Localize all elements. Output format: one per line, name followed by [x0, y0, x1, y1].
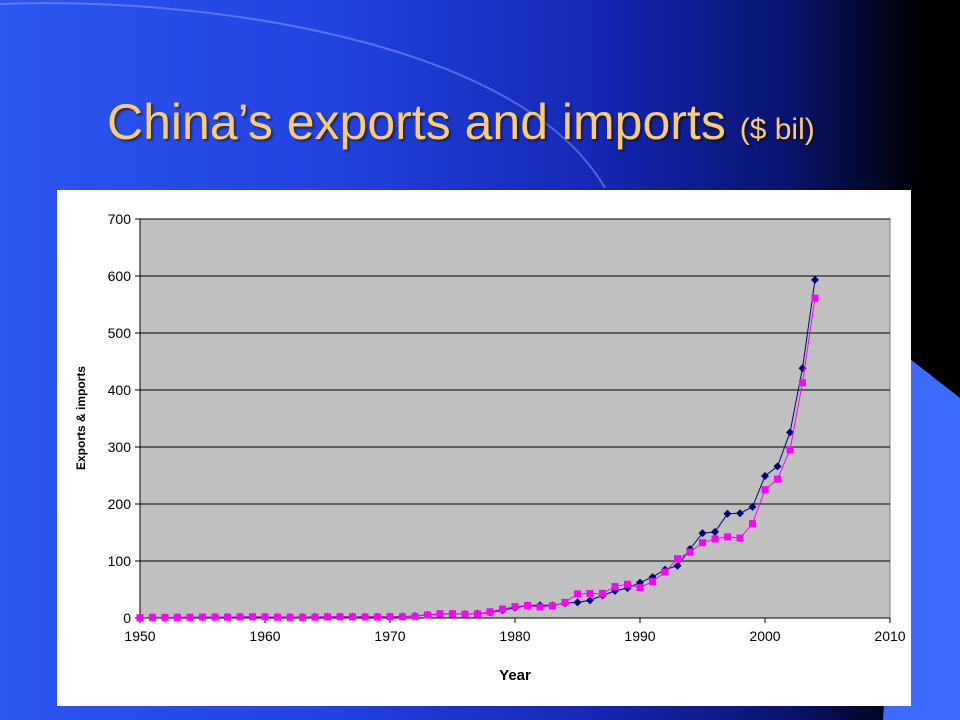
x-tick-label: 2000 — [749, 628, 780, 644]
x-axis-title: Year — [499, 667, 531, 684]
imports-data-point — [761, 486, 769, 494]
imports-data-point — [799, 379, 806, 387]
y-axis-title: Exports & imports — [74, 366, 88, 470]
slide-title: China’s exports and imports ($ bil) — [107, 92, 815, 160]
imports-data-point — [774, 475, 781, 483]
imports-data-point — [711, 535, 719, 543]
imports-data-point — [524, 601, 531, 609]
imports-data-point — [349, 613, 356, 621]
y-tick-label: 700 — [108, 211, 132, 227]
x-tick-label: 1980 — [499, 628, 530, 644]
imports-data-point — [511, 603, 519, 611]
imports-data-point — [549, 602, 556, 610]
imports-data-point — [161, 613, 169, 621]
imports-data-point — [786, 446, 794, 454]
y-tick-label: 300 — [108, 439, 132, 455]
exports-data-point — [786, 428, 794, 437]
imports-data-point — [586, 590, 594, 598]
imports-data-point — [186, 613, 194, 621]
y-tick-label: 600 — [108, 268, 132, 284]
imports-data-point — [324, 613, 331, 621]
x-tick-label: 1950 — [124, 628, 155, 644]
x-tick-label: 1960 — [249, 628, 280, 644]
exports-data-point — [761, 471, 769, 480]
imports-data-point — [574, 590, 581, 598]
slide-title-main: China’s exports and imports — [107, 94, 726, 150]
imports-data-point — [299, 613, 306, 621]
imports-data-point — [336, 613, 344, 621]
imports-data-point — [424, 611, 431, 619]
imports-data-point — [474, 610, 481, 618]
x-tick-label: 1970 — [374, 628, 405, 644]
imports-data-point — [199, 613, 206, 621]
imports-data-point — [311, 613, 319, 621]
x-tick-label: 2010 — [874, 628, 905, 644]
exports-data-point — [698, 529, 707, 538]
exports-data-point — [773, 462, 782, 471]
imports-data-point — [461, 610, 469, 618]
imports-data-point — [611, 582, 619, 590]
imports-data-point — [136, 614, 144, 622]
imports-data-point — [486, 608, 494, 616]
imports-data-point — [436, 610, 444, 618]
gridlines — [140, 218, 890, 562]
imports-data-point — [649, 578, 656, 586]
exports-data-point — [723, 509, 732, 518]
exports-data-point — [586, 596, 594, 605]
imports-data-point — [811, 294, 819, 302]
imports-data-point — [149, 613, 156, 621]
imports-data-point — [686, 548, 694, 556]
exports-data-point — [636, 578, 644, 587]
imports-data-point — [636, 584, 644, 592]
imports-data-point — [699, 539, 706, 547]
x-axis: 1950 1960 1970 1980 1990 2000 2010 — [124, 617, 906, 644]
plot-area — [139, 218, 891, 619]
imports-data-point — [599, 589, 606, 597]
y-tick-label: 0 — [123, 610, 131, 626]
y-tick-label: 500 — [108, 325, 132, 341]
imports-data-point — [561, 598, 569, 606]
y-tick-label: 200 — [108, 496, 132, 512]
y-axis: 0 100 200 300 400 500 600 700 — [108, 211, 141, 626]
imports-data-point — [286, 613, 294, 621]
x-tick-label: 1990 — [624, 628, 655, 644]
imports-data-point — [361, 613, 369, 621]
imports-data-point — [224, 613, 231, 621]
exports-data-point — [711, 527, 719, 536]
imports-data-point — [661, 568, 669, 576]
series-layer — [136, 275, 819, 622]
imports-data-point — [399, 613, 406, 621]
imports-data-point — [386, 613, 394, 621]
imports-data-point — [449, 610, 456, 618]
exports-data-point — [736, 509, 744, 518]
imports-data-point — [624, 580, 631, 588]
exports-data-point — [811, 275, 819, 284]
imports-data-point — [749, 520, 756, 528]
background-swoosh — [0, 2, 606, 189]
exports-data-point — [573, 598, 582, 607]
imports-data-point — [236, 613, 244, 621]
imports-data-point — [724, 533, 731, 541]
imports-data-point — [499, 605, 506, 613]
imports-data-point — [174, 613, 181, 621]
slide-title-suffix: ($ bil) — [739, 113, 815, 146]
y-tick-label: 100 — [108, 553, 132, 569]
chart-panel: 0 100 200 300 400 500 600 700 1950 1960 1970 1980 1… — [57, 190, 911, 706]
imports-data-point — [261, 613, 269, 621]
imports-data-point — [736, 534, 744, 542]
y-tick-label: 400 — [108, 382, 132, 398]
imports-data-point — [249, 613, 256, 621]
exports-data-point — [748, 502, 757, 511]
imports-data-point — [211, 613, 219, 621]
imports-data-point — [374, 613, 381, 621]
exports-data-point — [673, 561, 682, 570]
imports-data-point — [411, 612, 419, 620]
imports-data-point — [536, 603, 544, 611]
imports-data-point — [674, 555, 681, 563]
imports-data-point — [274, 613, 281, 621]
